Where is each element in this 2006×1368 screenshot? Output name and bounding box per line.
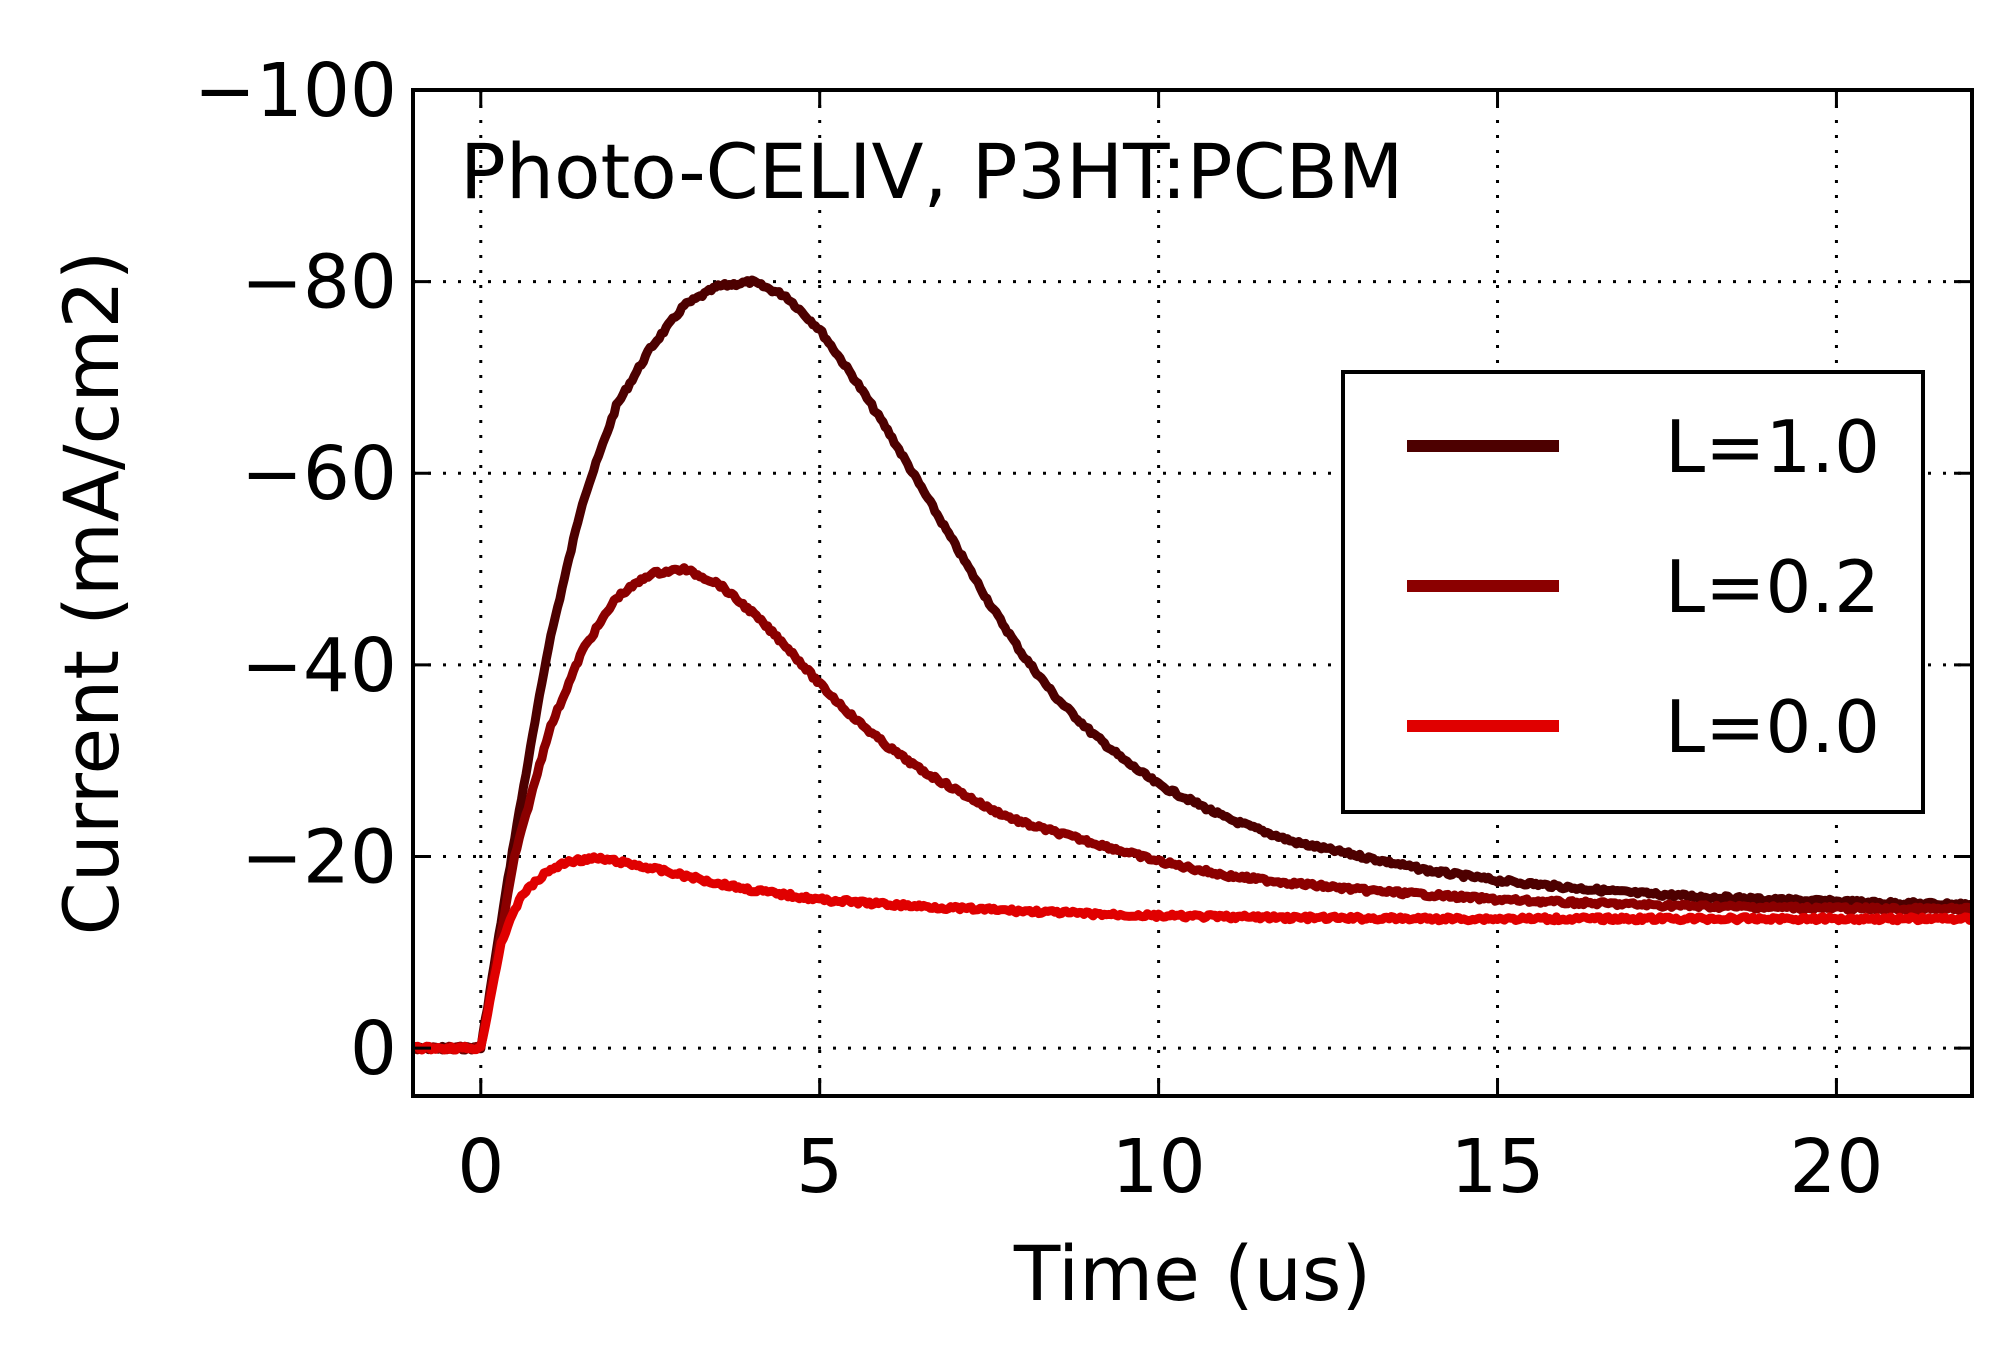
axis-ticks: 0 5 10 15 20 0 −20 −40 −60 −80 −100 <box>194 48 1972 1210</box>
series-line-l-1-0 <box>413 275 1972 1055</box>
x-tick-label: 0 <box>457 1124 504 1210</box>
x-tick-label: 10 <box>1112 1124 1206 1210</box>
y-tick-label: −20 <box>241 814 397 900</box>
series-lines <box>413 275 1972 1055</box>
legend-label: L=1.0 <box>1665 405 1880 489</box>
plot-frame <box>411 88 1974 1098</box>
y-tick-label: −80 <box>241 240 397 326</box>
series-line-l-0-0 <box>413 852 1972 1055</box>
y-tick-label: −100 <box>194 48 397 134</box>
legend-label: L=0.0 <box>1665 685 1880 769</box>
chart-annotation: Photo-CELIV, P3HT:PCBM <box>460 127 1403 216</box>
y-axis-label: Current (mA/cm2) <box>47 251 136 936</box>
x-tick-label: 15 <box>1450 1124 1544 1210</box>
legend-label: L=0.2 <box>1665 545 1880 629</box>
x-tick-label: 5 <box>796 1124 843 1210</box>
y-tick-label: 0 <box>350 1006 397 1092</box>
x-axis-label: Time (us) <box>1013 1229 1371 1318</box>
y-tick-label: −60 <box>241 431 397 517</box>
y-tick-label: −40 <box>241 623 397 709</box>
x-tick-label: 20 <box>1789 1124 1883 1210</box>
legend: L=1.0 L=0.2 L=0.0 <box>1341 370 1925 814</box>
series-line-l-0-2 <box>413 563 1972 1055</box>
grid <box>413 88 1972 1096</box>
